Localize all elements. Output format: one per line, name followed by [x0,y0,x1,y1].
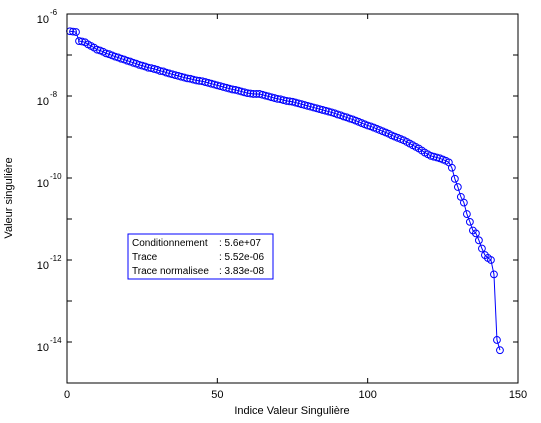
data-point [472,229,480,238]
data-point [228,85,237,94]
y-tick-label-exponent: -10 [50,172,62,181]
annotation-frame [127,233,274,280]
data-point [285,97,294,106]
data-point [273,94,282,103]
annotation-value-trace: : 5.52e-06 [219,252,264,263]
annotation-value-trace-normalisee: : 3.83e-08 [219,266,264,277]
data-point [69,27,77,36]
data-point [183,74,192,83]
x-tick-label: 150 [509,389,527,401]
y-tick-label-exponent: -12 [50,254,62,263]
y-tick-label: 10 [37,14,49,26]
annotation-value-conditionnement: : 5.6e+07 [219,238,261,249]
data-point [192,76,201,85]
y-tick-label-exponent: -14 [50,336,62,345]
markers-group [66,27,504,355]
data-point [180,73,189,82]
x-axis: 0 50 100 150 [64,14,527,401]
data-point [240,88,249,97]
data-point [487,256,495,264]
x-axis-label: Indice Valeur Singulière [234,405,349,417]
y-axis-label: Valeur singulière [3,157,15,238]
data-point [279,96,288,104]
data-point [270,94,279,102]
data-point [75,37,83,45]
data-point [475,236,483,245]
data-point [195,76,204,85]
annotation-label-trace-normalisee: Trace normalisee [132,266,209,277]
data-point [478,244,486,253]
data-point [496,346,504,355]
data-point [282,97,291,105]
annotation-label-trace: Trace [132,252,158,263]
plot-area [67,14,518,383]
x-tick-label: 50 [211,389,223,401]
axes-box [66,13,519,384]
data-point [72,28,80,36]
annotation-label-conditionnement: Conditionnement [132,238,208,249]
data-point [447,163,456,172]
data-point [144,63,153,72]
x-tick-label: 0 [64,389,70,401]
data-point [249,90,258,98]
annotation-box: Conditionnement : 5.6e+07 Trace : 5.52e-… [127,233,274,280]
y-tick-label: 10 [37,342,49,354]
data-point [225,84,234,93]
data-point [450,174,459,183]
data-point [189,75,198,84]
y-tick-label: 10 [37,96,49,108]
data-point [246,89,255,98]
data-point [252,90,261,98]
data-point [462,210,471,218]
x-tick-label: 100 [358,389,376,401]
y-tick-label: 10 [37,178,49,190]
y-tick-label: 10 [37,260,49,272]
data-point [493,336,501,344]
y-tick-label-exponent: -6 [50,8,58,17]
data-point [459,198,468,207]
data-point [243,89,252,98]
data-point [490,270,498,279]
y-tick-label-exponent: -8 [50,90,58,99]
data-point [453,183,462,191]
data-point [465,217,474,226]
